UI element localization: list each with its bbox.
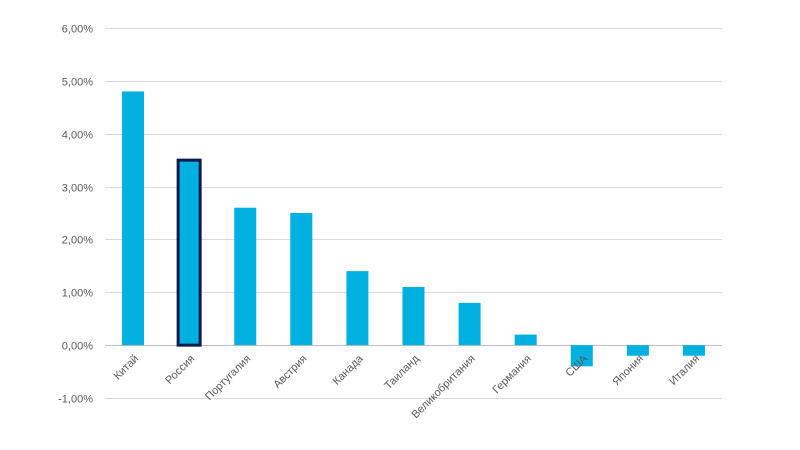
bar — [290, 213, 313, 346]
bar — [458, 302, 481, 346]
bar — [682, 345, 705, 356]
x-category-label: Австрия — [271, 353, 309, 391]
y-tick-label: 1,00% — [62, 288, 93, 300]
x-category-label: Италия — [667, 353, 702, 388]
x-category-label: Китай — [112, 353, 142, 383]
bar — [234, 207, 257, 346]
x-category-label: Германия — [490, 353, 533, 396]
y-tick-label: 5,00% — [62, 77, 93, 89]
x-axis-category-labels: Китай Россия Португалия Австрия Канада Таилан… — [112, 352, 702, 421]
bar — [122, 91, 145, 346]
y-tick-label: 6,00% — [62, 24, 93, 36]
y-tick-label: 2,00% — [62, 235, 93, 247]
y-axis-tick-labels: 6,00% 5,00% 4,00% 3,00% 2,00% 1,00% 0,00% -1,00… — [58, 24, 93, 406]
x-category-label: Япония — [610, 353, 646, 389]
bars — [122, 91, 705, 367]
bar-highlighted — [176, 158, 202, 347]
bar — [626, 345, 649, 356]
x-category-label: Канада — [331, 352, 366, 387]
y-tick-label: 0,00% — [62, 341, 93, 353]
y-tick-label: -1,00% — [58, 394, 93, 406]
x-category-label: Португалия — [203, 353, 253, 403]
x-category-label: Россия — [163, 353, 197, 387]
bar — [402, 287, 425, 346]
bar — [514, 334, 537, 346]
bar — [346, 271, 369, 346]
x-category-label: Таиланд — [382, 352, 422, 392]
y-tick-label: 3,00% — [62, 183, 93, 195]
y-tick-label: 4,00% — [62, 130, 93, 142]
bar — [570, 345, 593, 367]
